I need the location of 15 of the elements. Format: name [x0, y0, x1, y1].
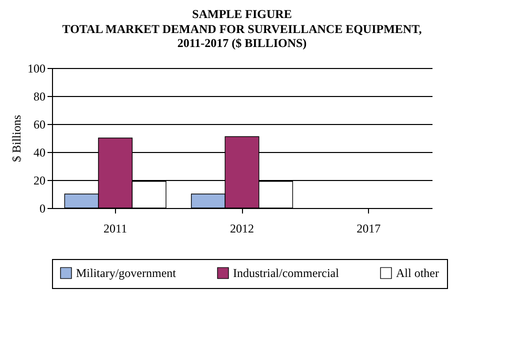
legend-label: Military/government: [76, 266, 177, 280]
y-axis-title: $ Billions: [10, 114, 24, 162]
x-tick-label: 2017: [356, 222, 381, 236]
y-tick-label: 20: [34, 174, 46, 188]
chart-subtitle: TOTAL MARKET DEMAND FOR SURVEILLANCE EQUIPMENT, 2011-2017 ($ BILLIONS): [62, 22, 422, 50]
y-tick-label: 80: [34, 90, 46, 104]
chart-title: SAMPLE FIGURE: [192, 7, 292, 21]
y-tick-label: 40: [34, 146, 46, 160]
x-tick-label: 2011: [104, 222, 128, 236]
x-tick-label: 2012: [230, 222, 254, 236]
y-tick-label: 0: [40, 202, 46, 216]
legend-label: Industrial/commercial: [233, 266, 340, 280]
y-tick-label: 100: [28, 62, 46, 76]
y-tick-label: 60: [34, 118, 46, 132]
legend-label: All other: [396, 266, 439, 280]
